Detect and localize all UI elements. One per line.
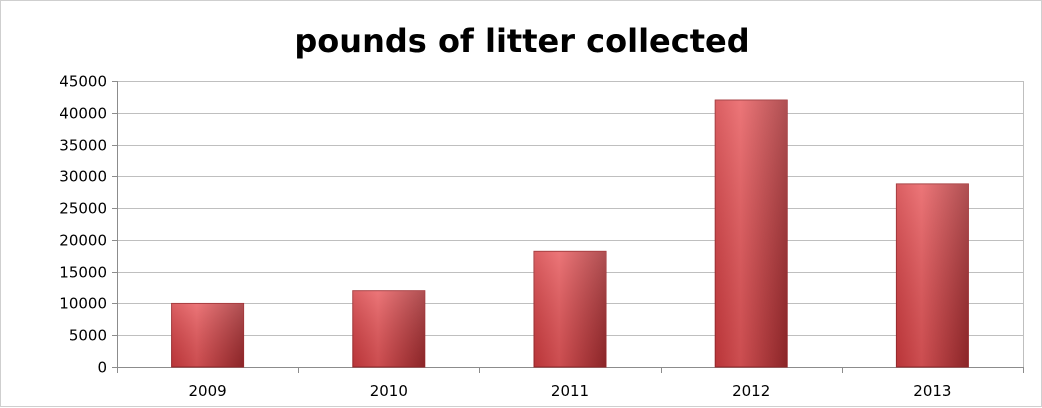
y-tick-label: 30000 — [59, 168, 107, 186]
bar-2012 — [714, 99, 788, 368]
bar-2010 — [352, 290, 426, 368]
y-tick-label: 20000 — [59, 232, 107, 250]
y-tick-label: 25000 — [59, 200, 107, 218]
bar-2013 — [895, 183, 969, 368]
x-tick-label: 2009 — [189, 382, 227, 400]
bar-shading — [715, 100, 788, 368]
bar-2011 — [533, 250, 607, 368]
x-tick-labels: 2009 2010 2011 2012 2013 — [189, 382, 952, 400]
y-tick-label: 45000 — [59, 73, 107, 91]
x-tick-label: 2012 — [732, 382, 770, 400]
y-tick-label: 15000 — [59, 264, 107, 282]
bars — [171, 99, 969, 368]
bar-shading — [352, 290, 425, 367]
y-tick-label: 10000 — [59, 295, 107, 313]
bar-shading — [534, 251, 606, 367]
y-tick-label: 0 — [97, 359, 107, 377]
y-tick-labels: 0 5000 10000 15000 20000 25000 30000 35000 40000… — [59, 73, 107, 377]
chart-title: pounds of litter collected — [294, 22, 750, 60]
y-tick-label: 5000 — [69, 327, 107, 345]
bar-shading — [896, 183, 969, 367]
x-tick-label: 2011 — [551, 382, 589, 400]
y-tick-label: 35000 — [59, 137, 107, 155]
axes — [112, 81, 1024, 373]
bar-2009 — [171, 302, 245, 368]
y-tick-label: 40000 — [59, 105, 107, 123]
x-tick-label: 2013 — [913, 382, 951, 400]
bar-shading — [171, 303, 244, 367]
x-tick-label: 2010 — [370, 382, 408, 400]
